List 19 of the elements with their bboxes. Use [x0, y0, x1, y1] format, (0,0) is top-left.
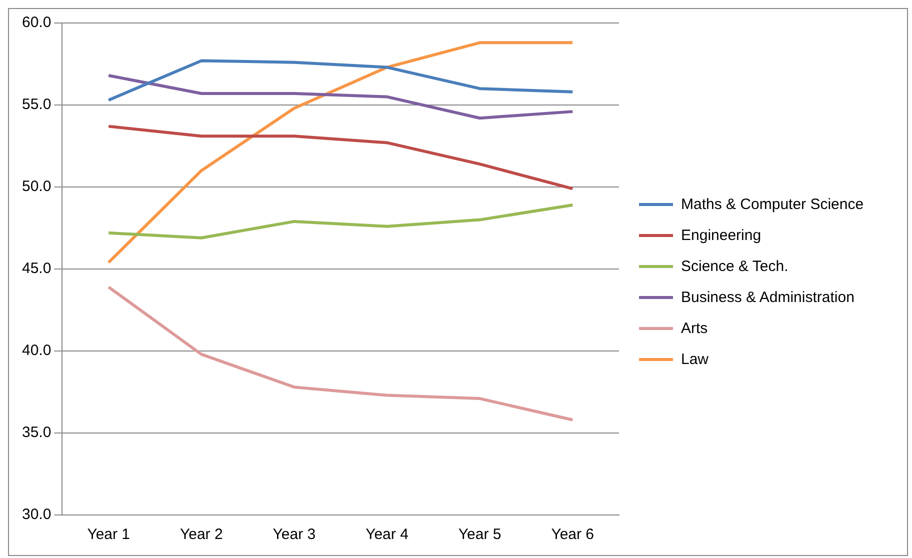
y-tick-label: 40.0	[22, 342, 52, 360]
x-tick-label: Year 2	[180, 526, 223, 544]
x-tick-label: Year 4	[366, 526, 408, 544]
legend-label: Arts	[681, 320, 708, 337]
y-tick-label: 55.0	[22, 96, 52, 114]
legend-label: Law	[681, 351, 709, 368]
y-tick-label: 50.0	[22, 178, 52, 196]
y-tick-label: 45.0	[22, 260, 52, 278]
legend-label: Maths & Computer Science	[681, 196, 864, 213]
x-tick-label: Year 5	[458, 526, 502, 544]
legend-label: Business & Administration	[681, 289, 854, 306]
y-tick-label: 35.0	[22, 424, 52, 442]
x-tick-label: Year 3	[272, 526, 316, 544]
y-tick-label: 60.0	[22, 14, 52, 32]
legend-label: Engineering	[681, 227, 762, 244]
y-tick-label: 30.0	[22, 506, 52, 524]
legend-label: Science & Tech.	[681, 258, 788, 275]
x-tick-label: Year 1	[87, 526, 130, 544]
x-tick-label: Year 6	[551, 526, 594, 544]
